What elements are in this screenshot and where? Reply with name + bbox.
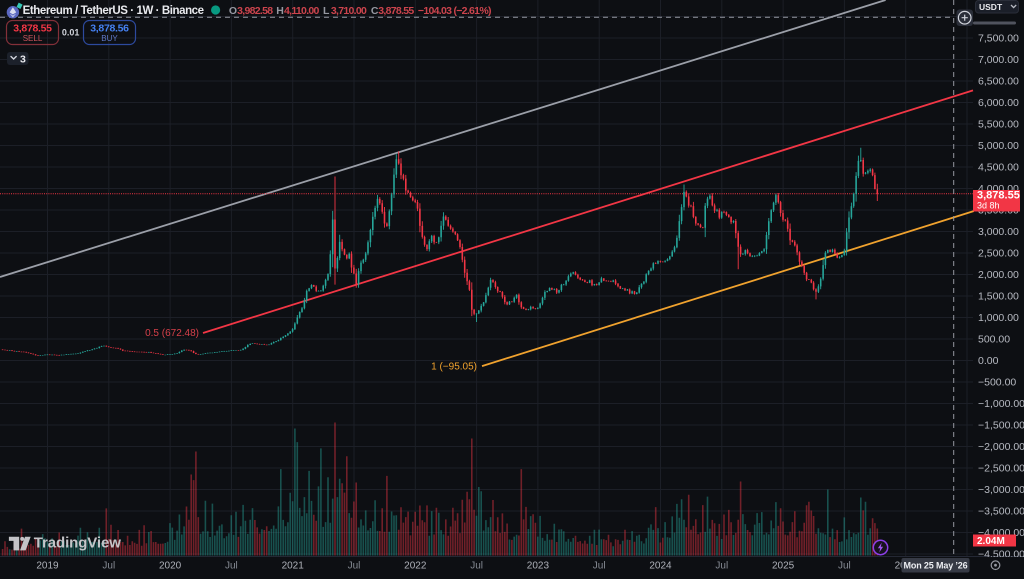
svg-text:0.01: 0.01 [62, 27, 80, 37]
svg-text:4,110.00: 4,110.00 [284, 5, 320, 17]
svg-text:6,000.00: 6,000.00 [978, 97, 1019, 109]
svg-text:Jul: Jul [838, 561, 851, 572]
svg-text:3,878.56: 3,878.56 [90, 22, 129, 34]
svg-text:Jul: Jul [470, 561, 483, 572]
svg-text:−3,000.00: −3,000.00 [978, 484, 1024, 496]
svg-text:7,000.00: 7,000.00 [978, 54, 1019, 66]
svg-text:3,000.00: 3,000.00 [978, 226, 1019, 238]
svg-text:−1,500.00: −1,500.00 [978, 420, 1024, 432]
svg-text:Mon 25 May ’26: Mon 25 May ’26 [904, 560, 968, 570]
svg-text:7,500.00: 7,500.00 [978, 33, 1019, 45]
svg-text:O: O [229, 5, 237, 17]
svg-text:Ethereum / TetherUS · 1W · Bin: Ethereum / TetherUS · 1W · Binance [23, 5, 204, 17]
svg-text:Jul: Jul [225, 561, 238, 572]
svg-text:5,000.00: 5,000.00 [978, 140, 1019, 152]
svg-text:−104.03 (−2.61%): −104.03 (−2.61%) [418, 5, 491, 17]
svg-text:BUY: BUY [101, 34, 118, 43]
svg-text:−500.00: −500.00 [978, 377, 1016, 389]
svg-text:H: H [276, 5, 284, 17]
svg-text:2020: 2020 [159, 561, 182, 572]
svg-text:Jul: Jul [102, 561, 115, 572]
svg-text:2,000.00: 2,000.00 [978, 269, 1019, 281]
svg-text:2019: 2019 [36, 561, 59, 572]
svg-text:3: 3 [20, 53, 26, 65]
svg-text:2023: 2023 [527, 561, 550, 572]
svg-text:−3,500.00: −3,500.00 [978, 506, 1024, 518]
svg-text:TradingView: TradingView [34, 535, 121, 552]
svg-text:Jul: Jul [715, 561, 728, 572]
svg-text:L: L [323, 5, 330, 17]
svg-text:0.00: 0.00 [978, 355, 999, 367]
svg-text:2.04M: 2.04M [977, 536, 1005, 547]
svg-text:500.00: 500.00 [978, 334, 1010, 346]
svg-text:2024: 2024 [649, 561, 672, 572]
svg-text:3,878.55: 3,878.55 [13, 22, 52, 34]
svg-text:4,500.00: 4,500.00 [978, 162, 1019, 174]
svg-text:1,000.00: 1,000.00 [978, 312, 1019, 324]
svg-text:3,710.00: 3,710.00 [331, 5, 367, 17]
svg-text:C: C [371, 5, 379, 17]
svg-text:USDT: USDT [979, 2, 1003, 12]
svg-text:1 (−95.05): 1 (−95.05) [431, 361, 477, 372]
svg-text:3,878.55: 3,878.55 [378, 5, 414, 17]
svg-text:2025: 2025 [772, 561, 795, 572]
svg-text:1,500.00: 1,500.00 [978, 291, 1019, 303]
svg-text:2022: 2022 [404, 561, 427, 572]
svg-text:Jul: Jul [593, 561, 606, 572]
svg-text:2021: 2021 [282, 561, 305, 572]
svg-text:3d 8h: 3d 8h [977, 201, 1000, 211]
svg-text:3,982.58: 3,982.58 [237, 5, 273, 17]
svg-text:0.5 (672.48): 0.5 (672.48) [145, 328, 199, 339]
svg-text:2,500.00: 2,500.00 [978, 248, 1019, 260]
svg-text:−2,500.00: −2,500.00 [978, 463, 1024, 475]
svg-text:SELL: SELL [23, 34, 43, 43]
svg-text:Jul: Jul [348, 561, 361, 572]
svg-text:−1,000.00: −1,000.00 [978, 398, 1024, 410]
svg-text:3,878.55: 3,878.55 [977, 190, 1020, 202]
svg-text:5,500.00: 5,500.00 [978, 119, 1019, 131]
svg-text:−2,000.00: −2,000.00 [978, 441, 1024, 453]
svg-text:6,500.00: 6,500.00 [978, 76, 1019, 88]
